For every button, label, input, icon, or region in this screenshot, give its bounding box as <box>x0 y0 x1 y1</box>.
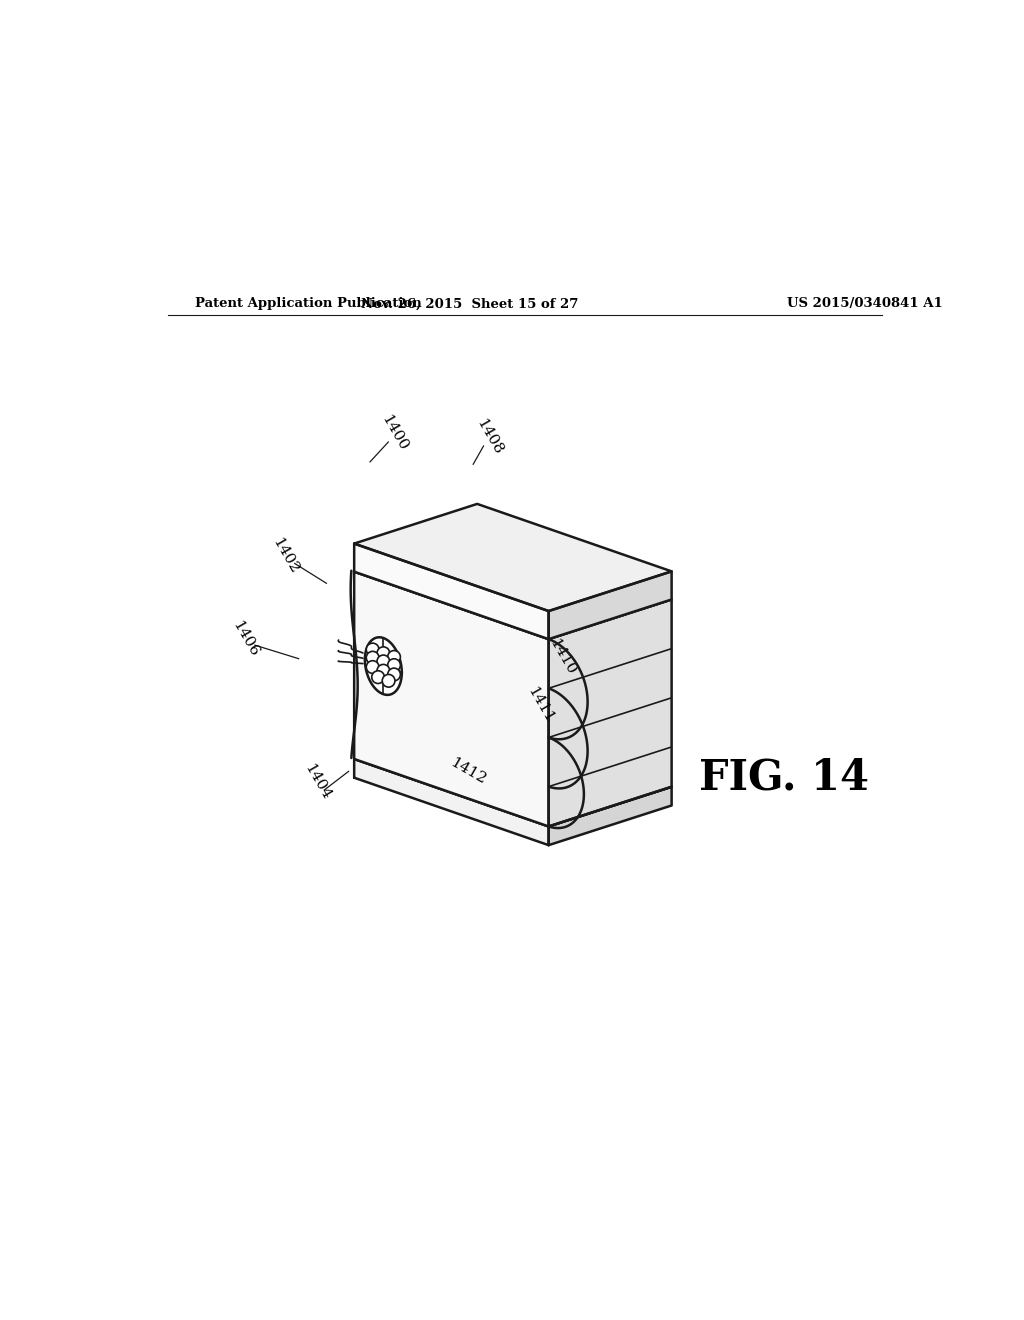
Circle shape <box>388 668 400 681</box>
Circle shape <box>377 655 390 668</box>
Circle shape <box>367 651 379 664</box>
Text: 1408: 1408 <box>473 416 505 457</box>
Text: 1409: 1409 <box>560 586 592 627</box>
Polygon shape <box>354 532 672 639</box>
Circle shape <box>382 675 395 688</box>
Text: 1404: 1404 <box>301 762 333 803</box>
Text: US 2015/0340841 A1: US 2015/0340841 A1 <box>786 297 942 310</box>
Circle shape <box>377 647 390 660</box>
Polygon shape <box>549 787 672 845</box>
Polygon shape <box>354 572 549 826</box>
Text: FIG. 14: FIG. 14 <box>699 756 869 799</box>
Text: 1411: 1411 <box>525 684 556 725</box>
Polygon shape <box>354 544 549 639</box>
Circle shape <box>377 664 390 677</box>
Text: 1406: 1406 <box>229 619 261 659</box>
Circle shape <box>372 671 384 684</box>
Polygon shape <box>354 504 672 611</box>
Text: Nov. 26, 2015  Sheet 15 of 27: Nov. 26, 2015 Sheet 15 of 27 <box>360 297 578 310</box>
Circle shape <box>388 651 400 663</box>
Text: 1412: 1412 <box>447 755 488 787</box>
Polygon shape <box>549 599 672 826</box>
Circle shape <box>367 643 379 656</box>
Polygon shape <box>549 572 672 639</box>
Text: 1402: 1402 <box>269 535 301 576</box>
Polygon shape <box>365 638 401 694</box>
Text: Patent Application Publication: Patent Application Publication <box>196 297 422 310</box>
Text: 1410: 1410 <box>546 636 578 677</box>
Text: 1400: 1400 <box>378 412 410 453</box>
Polygon shape <box>354 719 672 826</box>
Circle shape <box>367 661 379 673</box>
Circle shape <box>388 659 400 672</box>
Polygon shape <box>354 759 549 845</box>
